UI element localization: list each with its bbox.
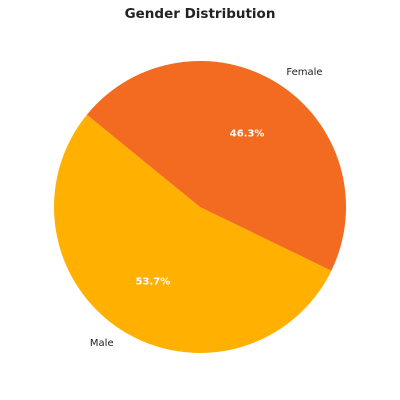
pct-label-male: 53.7% <box>136 276 171 287</box>
pct-label-female: 46.3% <box>230 129 265 140</box>
pie-slice-male <box>54 114 332 353</box>
chart-title: Gender Distribution <box>124 6 276 22</box>
slice-label-male: Male <box>90 338 114 349</box>
pie-slice-female <box>86 60 347 271</box>
slice-label-female: Female <box>286 67 322 78</box>
